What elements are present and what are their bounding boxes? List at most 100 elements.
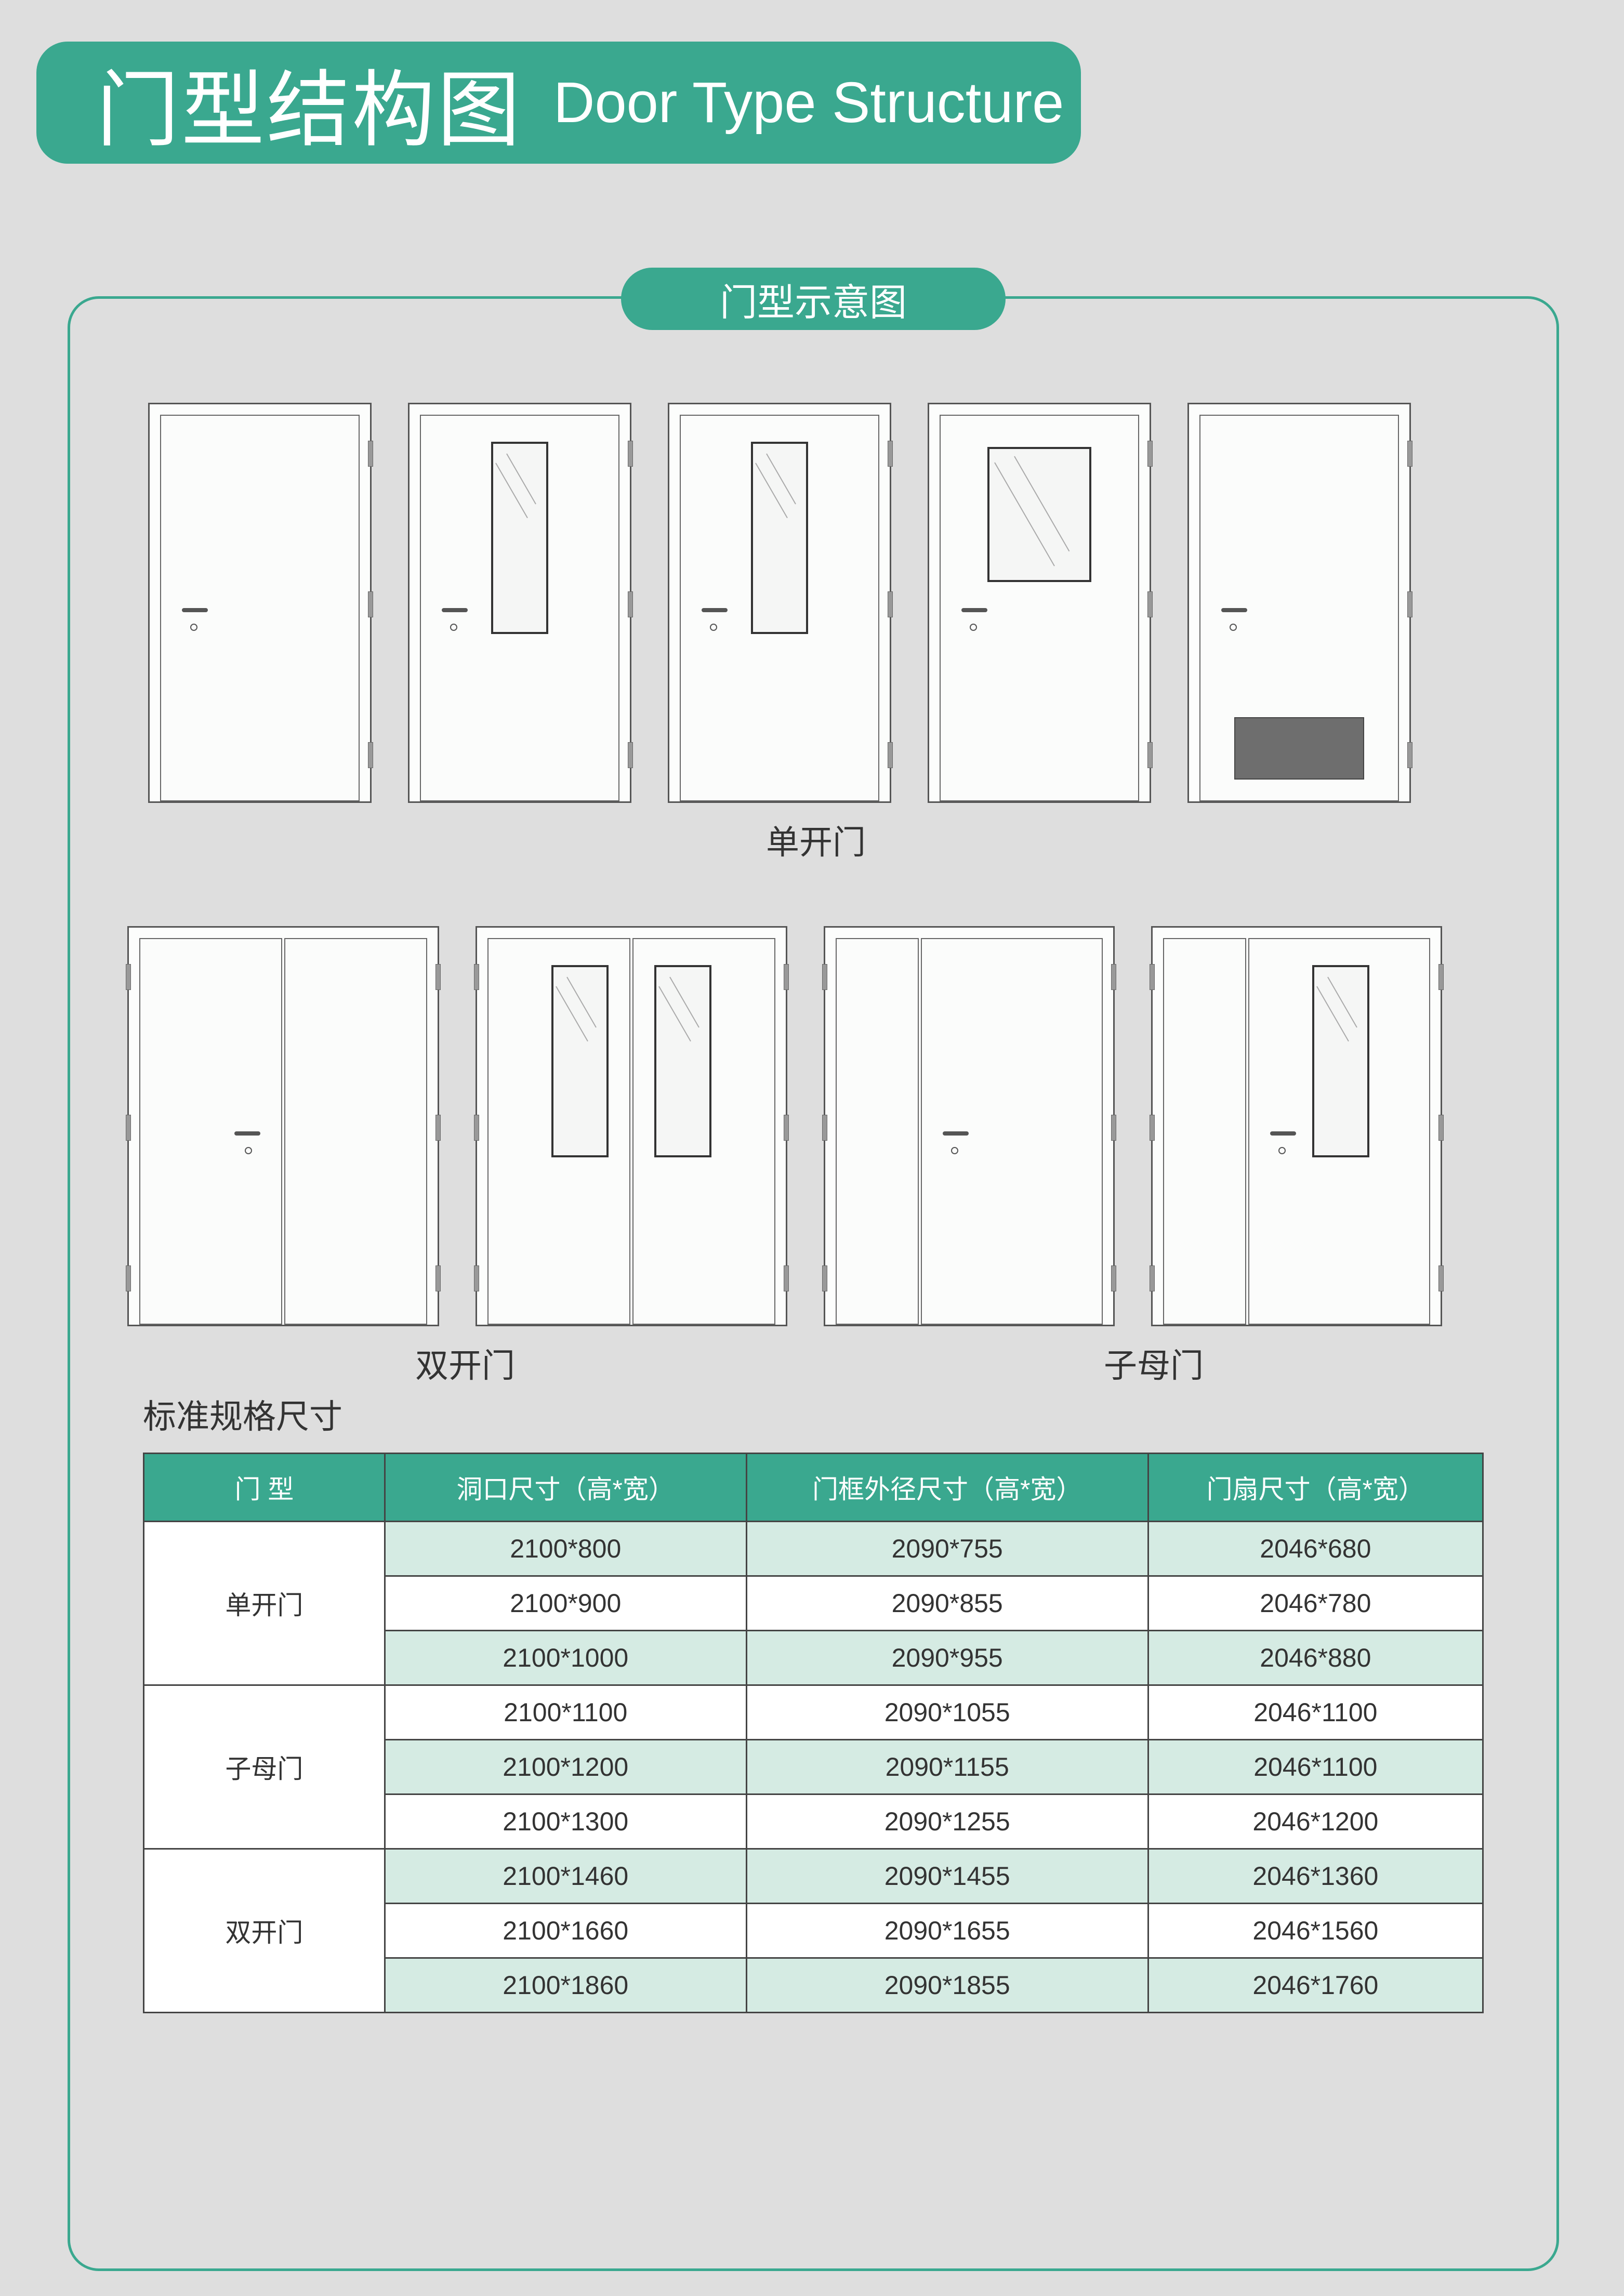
hinge-icon [784, 1265, 789, 1291]
table-cell: 2100*1300 [385, 1794, 746, 1849]
door-single-diagram [148, 403, 372, 803]
keyhole-icon [970, 624, 977, 631]
keyhole-icon [1230, 624, 1237, 631]
door-leaf-right [284, 938, 427, 1325]
table-cell: 2100*1660 [385, 1904, 746, 1958]
vision-panel-split [751, 442, 808, 634]
table-cell: 2046*1200 [1148, 1794, 1483, 1849]
handle-icon [234, 1131, 260, 1136]
door-leaf-narrow [836, 938, 919, 1325]
door-row-double-mother [127, 926, 1504, 1326]
hinge-icon [822, 964, 827, 990]
hinge-icon [1111, 1115, 1116, 1141]
door-leaf-right [632, 938, 775, 1325]
hinge-icon [126, 1115, 131, 1141]
hinge-icon [474, 964, 479, 990]
handle-icon [1221, 608, 1247, 612]
hinge-icon [435, 964, 441, 990]
table-cell: 2100*1200 [385, 1740, 746, 1794]
main-content-frame: 门型示意图 [68, 296, 1559, 2271]
table-header: 洞口尺寸（高*宽） [385, 1454, 746, 1522]
hinge-icon [435, 1115, 441, 1141]
hinge-icon [1407, 742, 1412, 768]
keyhole-icon [450, 624, 457, 631]
door-leaf [680, 415, 879, 801]
door-leaf [160, 415, 360, 801]
door-leaf [940, 415, 1139, 801]
table-cell: 2100*1860 [385, 1958, 746, 2013]
table-header: 门 型 [144, 1454, 385, 1522]
table-cell: 2100*1000 [385, 1631, 746, 1685]
hinge-icon [628, 591, 633, 617]
hinge-icon [368, 441, 373, 467]
vision-panel [491, 442, 548, 634]
keyhole-icon [1278, 1147, 1286, 1154]
table-cell: 2046*780 [1148, 1576, 1483, 1631]
keyhole-icon [710, 624, 717, 631]
table-cell: 2046*880 [1148, 1631, 1483, 1685]
hinge-icon [1438, 1115, 1444, 1141]
hinge-icon [1147, 441, 1153, 467]
hinge-icon [1111, 1265, 1116, 1291]
hinge-icon [888, 441, 893, 467]
door-single-diagram [1187, 403, 1411, 803]
title-chinese: 门型结构图 [96, 43, 522, 163]
table-cell: 2100*800 [385, 1522, 746, 1576]
door-diagrams-area: 单开门 双开门 [127, 403, 1504, 1387]
table-cell: 2090*1855 [746, 1958, 1148, 2013]
hinge-icon [784, 1115, 789, 1141]
keyhole-icon [245, 1147, 252, 1154]
door-leaf-wide [921, 938, 1103, 1325]
table-cell-type: 单开门 [144, 1522, 385, 1685]
table-cell: 2090*1455 [746, 1849, 1148, 1904]
hinge-icon [822, 1115, 827, 1141]
table-cell: 2090*955 [746, 1631, 1148, 1685]
table-cell: 2090*1255 [746, 1794, 1148, 1849]
table-cell: 2100*900 [385, 1576, 746, 1631]
hinge-icon [435, 1265, 441, 1291]
door-leaf [420, 415, 619, 801]
title-banner: 门型结构图 Door Type Structure [36, 42, 1081, 164]
hinge-icon [1407, 441, 1412, 467]
handle-icon [702, 608, 728, 612]
hinge-icon [628, 441, 633, 467]
door-row-single [148, 403, 1504, 803]
vision-panel-square [987, 447, 1091, 582]
hinge-icon [1150, 964, 1155, 990]
table-cell: 2100*1100 [385, 1685, 746, 1740]
handle-icon [961, 608, 987, 612]
keyhole-icon [951, 1147, 958, 1154]
hinge-icon [1438, 964, 1444, 990]
hinge-icon [126, 1265, 131, 1291]
door-leaf-narrow [1163, 938, 1246, 1325]
vision-panel [551, 965, 609, 1157]
table-row: 单开门2100*8002090*7552046*680 [144, 1522, 1483, 1576]
title-english: Door Type Structure [553, 70, 1064, 136]
hinge-icon [888, 742, 893, 768]
table-row: 双开门2100*14602090*14552046*1360 [144, 1849, 1483, 1904]
handle-icon [1270, 1131, 1296, 1136]
handle-icon [182, 608, 208, 612]
table-cell: 2046*1100 [1148, 1685, 1483, 1740]
table-cell: 2090*755 [746, 1522, 1148, 1576]
hinge-icon [1150, 1265, 1155, 1291]
handle-icon [943, 1131, 969, 1136]
hinge-icon [1147, 742, 1153, 768]
hinge-icon [1407, 591, 1412, 617]
door-leaf-left [139, 938, 282, 1325]
door-single-diagram [928, 403, 1151, 803]
door-double-diagram [476, 926, 787, 1326]
hinge-icon [126, 964, 131, 990]
table-cell: 2090*1155 [746, 1740, 1148, 1794]
table-cell: 2046*1760 [1148, 1958, 1483, 2013]
hinge-icon [1438, 1265, 1444, 1291]
vision-panel [1312, 965, 1369, 1157]
hinge-icon [1111, 964, 1116, 990]
hinge-icon [628, 742, 633, 768]
table-cell: 2046*1100 [1148, 1740, 1483, 1794]
door-double-diagram [127, 926, 439, 1326]
door-mother-diagram [1151, 926, 1442, 1326]
door-single-diagram [408, 403, 631, 803]
table-cell: 2090*1055 [746, 1685, 1148, 1740]
kickplate [1234, 717, 1364, 780]
